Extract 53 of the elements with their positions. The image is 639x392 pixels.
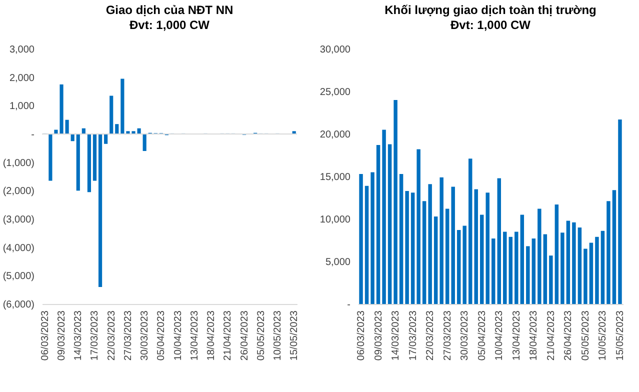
y-tick-label: 20,000 [320, 130, 351, 140]
y-tick-label: (6,000) [2, 300, 34, 310]
x-tick-label: 09/03/2023 [373, 310, 384, 361]
y-tick-label: (1,000) [2, 158, 34, 169]
x-tick-label: 22/03/2023 [425, 310, 436, 361]
y-tick-label: 1,000 [9, 101, 35, 112]
x-tick-label: 09/03/2023 [56, 310, 68, 361]
y-tick-label: (2,000) [2, 186, 34, 198]
x-tick-label: 06/03/2023 [40, 310, 51, 361]
x-tick-label: 27/03/2023 [122, 310, 134, 361]
x-tick-label: 30/03/2023 [140, 310, 151, 361]
x-tick-label: 17/03/2023 [90, 310, 101, 361]
y-tick-label: - [347, 300, 350, 310]
y-tick-label: (5,000) [2, 271, 34, 282]
x-tick-label: 17/03/2023 [408, 310, 419, 361]
y-tick-label: 3,000 [9, 44, 35, 56]
x-tick-label: 27/03/2023 [442, 310, 454, 361]
y-tick-label: (4,000) [2, 242, 34, 254]
x-tick-label: 13/04/2023 [511, 310, 522, 361]
x-tick-label: 15/05/2023 [614, 310, 626, 361]
x-tick-label: 13/04/2023 [189, 310, 200, 361]
x-tick-label: 18/04/2023 [206, 310, 218, 361]
x-tick-label: 05/05/2023 [256, 310, 267, 361]
chart-title: Khối lượng giao dịch toàn thị trường [384, 3, 596, 17]
y-tick-label: 15,000 [320, 172, 351, 183]
x-tick-label: 05/04/2023 [156, 310, 168, 361]
x-tick-label: 21/04/2023 [222, 310, 234, 361]
y-tick-label: 30,000 [320, 44, 351, 56]
chart-title: Giao dịch của NĐT NN [106, 3, 234, 17]
x-tick-label: 22/03/2023 [106, 310, 118, 361]
y-tick-label: - [31, 130, 34, 140]
x-tick-label: 14/03/2023 [73, 310, 84, 361]
x-tick-label: 15/05/2023 [289, 310, 300, 361]
y-tick-label: 2,000 [9, 72, 35, 84]
x-tick-label: 10/04/2023 [172, 310, 184, 361]
chart-subtitle: Đvt: 1,000 CW [129, 18, 210, 32]
x-tick-label: 10/05/2023 [598, 310, 609, 361]
x-tick-label: 14/03/2023 [390, 310, 402, 361]
y-tick-label: 5,000 [325, 257, 351, 268]
x-tick-label: 05/04/2023 [476, 310, 488, 361]
x-tick-label: 21/04/2023 [546, 310, 557, 361]
x-tick-label: 10/05/2023 [272, 310, 284, 361]
x-tick-label: 30/03/2023 [460, 310, 471, 361]
x-tick-label: 18/04/2023 [528, 310, 540, 361]
y-tick-label: 10,000 [320, 214, 351, 226]
chart-subtitle: Đvt: 1,000 CW [450, 18, 532, 32]
x-tick-label: 10/04/2023 [494, 310, 506, 361]
y-tick-label: 25,000 [320, 87, 351, 98]
x-tick-label: 26/04/2023 [239, 310, 250, 361]
x-tick-label: 06/03/2023 [356, 310, 368, 361]
x-tick-label: 05/05/2023 [580, 310, 592, 361]
y-tick-label: (3,000) [2, 214, 34, 226]
x-tick-label: 26/04/2023 [563, 310, 574, 361]
